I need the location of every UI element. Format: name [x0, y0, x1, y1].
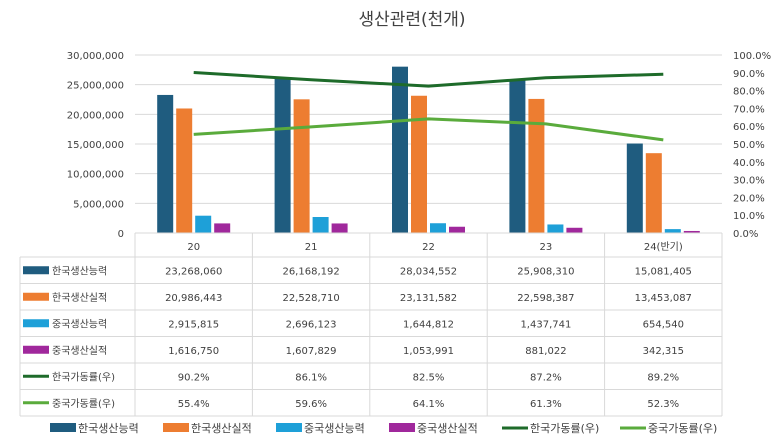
bar-중국생산능력-20: [195, 215, 212, 233]
category-label: 20: [187, 242, 200, 253]
bar-한국생산능력-23: [509, 79, 526, 233]
legend-label-중국생산실적: 중국생산실적: [417, 422, 478, 435]
category-label: 23: [540, 242, 553, 253]
category-label: 24(반기): [644, 241, 683, 253]
cell-한국가동률(우)-20: 90.2%: [178, 372, 210, 383]
y-left-tick-label: 20,000,000: [67, 110, 124, 121]
bar-한국생산능력-24(반기): [626, 143, 643, 233]
y-right-tick-label: 40.0%: [733, 158, 765, 169]
bar-한국생산실적-23: [528, 98, 545, 234]
cell-한국생산능력-22: 28,034,552: [400, 266, 457, 277]
cell-한국생산능력-20: 23,268,060: [165, 266, 222, 277]
bar-한국생산실적-22: [411, 95, 427, 233]
line-중국가동률(우): [193, 117, 664, 142]
bar-중국생산실적-22: [449, 226, 465, 233]
cell-한국생산실적-23: 22,598,387: [517, 293, 574, 304]
y-left-tick-label: 5,000,000: [73, 199, 124, 210]
cell-한국생산능력-21: 26,168,192: [282, 266, 339, 277]
cell-중국생산능력-23: 1,437,741: [520, 319, 571, 330]
cell-중국가동률(우)-22: 64.1%: [413, 399, 445, 410]
y-right-tick-label: 80.0%: [733, 87, 765, 98]
row-label-중국생산능력: 중국생산능력: [52, 318, 107, 330]
y-right-tick-label: 90.0%: [733, 69, 765, 80]
legend-label-한국가동률(우): 한국가동률(우): [530, 422, 599, 435]
y-right-tick-label: 0.0%: [733, 229, 758, 240]
cell-중국가동률(우)-21: 59.6%: [295, 399, 327, 410]
row-label-한국생산능력: 한국생산능력: [52, 265, 107, 277]
y-right-tick-label: 10.0%: [733, 211, 765, 222]
cell-한국가동률(우)-23: 87.2%: [530, 372, 562, 383]
y-left-tick-label: 25,000,000: [67, 81, 124, 92]
y-left-tick-label: 15,000,000: [67, 140, 124, 151]
cell-한국가동률(우)-22: 82.5%: [413, 372, 445, 383]
bar-한국생산능력-21: [274, 77, 291, 233]
bar-중국생산실적-24(반기): [683, 230, 700, 233]
bar-한국생산실적-21: [293, 99, 310, 233]
cell-한국생산능력-24(반기): 15,081,405: [635, 266, 692, 277]
legend-label-중국가동률(우): 중국가동률(우): [648, 422, 717, 435]
bar-한국생산능력-22: [392, 66, 408, 234]
row-key-중국생산실적: [23, 345, 49, 354]
legend-key-중국생산실적: [389, 423, 415, 432]
row-label-중국가동률(우): 중국가동률(우): [52, 398, 115, 410]
bar-중국생산실적-20: [214, 223, 231, 233]
chart-title: 생산관련(천개): [358, 10, 465, 30]
cell-한국생산실적-21: 22,528,710: [282, 293, 339, 304]
y-left-tick-label: 30,000,000: [67, 51, 124, 62]
legend-label-한국생산능력: 한국생산능력: [78, 422, 139, 435]
row-label-중국생산실적: 중국생산실적: [52, 345, 107, 357]
cell-한국생산능력-23: 25,908,310: [517, 266, 574, 277]
legend-key-한국생산실적: [163, 423, 189, 432]
row-key-한국생산실적: [23, 292, 49, 301]
cell-중국생산실적-23: 881,022: [525, 346, 566, 357]
y-right-tick-label: 100.0%: [733, 51, 771, 62]
bar-중국생산능력-23: [547, 224, 564, 233]
legend-key-한국생산능력: [50, 423, 76, 432]
cell-한국가동률(우)-21: 86.1%: [295, 372, 327, 383]
cell-중국생산능력-22: 1,644,812: [403, 319, 454, 330]
row-key-중국생산능력: [23, 319, 49, 328]
cell-중국생산능력-24(반기): 654,540: [643, 319, 684, 330]
cell-중국생산실적-24(반기): 342,315: [643, 346, 684, 357]
y-right-tick-label: 70.0%: [733, 104, 765, 115]
cell-한국가동률(우)-24(반기): 89.2%: [647, 372, 679, 383]
bar-중국생산능력-21: [312, 217, 329, 233]
line-한국가동률(우): [193, 70, 664, 88]
cell-중국생산실적-20: 1,616,750: [168, 346, 219, 357]
cell-중국생산능력-20: 2,915,815: [168, 319, 219, 330]
cell-한국생산실적-24(반기): 13,453,087: [635, 293, 692, 304]
cell-한국생산실적-20: 20,986,443: [165, 293, 222, 304]
bar-중국생산능력-24(반기): [664, 229, 681, 233]
cell-중국생산실적-21: 1,607,829: [286, 346, 337, 357]
bar-한국생산능력-20: [157, 94, 174, 233]
cell-중국가동률(우)-24(반기): 52.3%: [647, 399, 679, 410]
y-right-tick-label: 50.0%: [733, 140, 765, 151]
row-label-한국생산실적: 한국생산실적: [52, 292, 107, 304]
bar-중국생산실적-21: [331, 223, 348, 233]
cell-중국가동률(우)-20: 55.4%: [178, 399, 210, 410]
category-label: 21: [305, 242, 318, 253]
row-key-한국생산능력: [23, 266, 49, 275]
legend-label-중국생산능력: 중국생산능력: [304, 422, 365, 435]
cell-중국생산실적-22: 1,053,991: [403, 346, 454, 357]
cell-중국생산능력-21: 2,696,123: [286, 319, 337, 330]
legend-key-중국생산능력: [276, 423, 302, 432]
bar-한국생산실적-24(반기): [645, 153, 662, 233]
legend-label-한국생산실적: 한국생산실적: [191, 422, 252, 435]
row-label-한국가동률(우): 한국가동률(우): [52, 371, 115, 383]
cell-중국가동률(우)-23: 61.3%: [530, 399, 562, 410]
cell-한국생산실적-22: 23,131,582: [400, 293, 457, 304]
y-left-tick-label: 0: [118, 229, 124, 240]
y-right-tick-label: 20.0%: [733, 193, 765, 204]
bar-중국생산실적-23: [566, 227, 583, 233]
y-right-tick-label: 30.0%: [733, 176, 765, 187]
y-left-tick-label: 10,000,000: [67, 170, 124, 181]
bar-중국생산능력-22: [430, 223, 446, 233]
y-right-tick-label: 60.0%: [733, 122, 765, 133]
bar-한국생산실적-20: [176, 108, 193, 233]
category-label: 22: [422, 242, 435, 253]
